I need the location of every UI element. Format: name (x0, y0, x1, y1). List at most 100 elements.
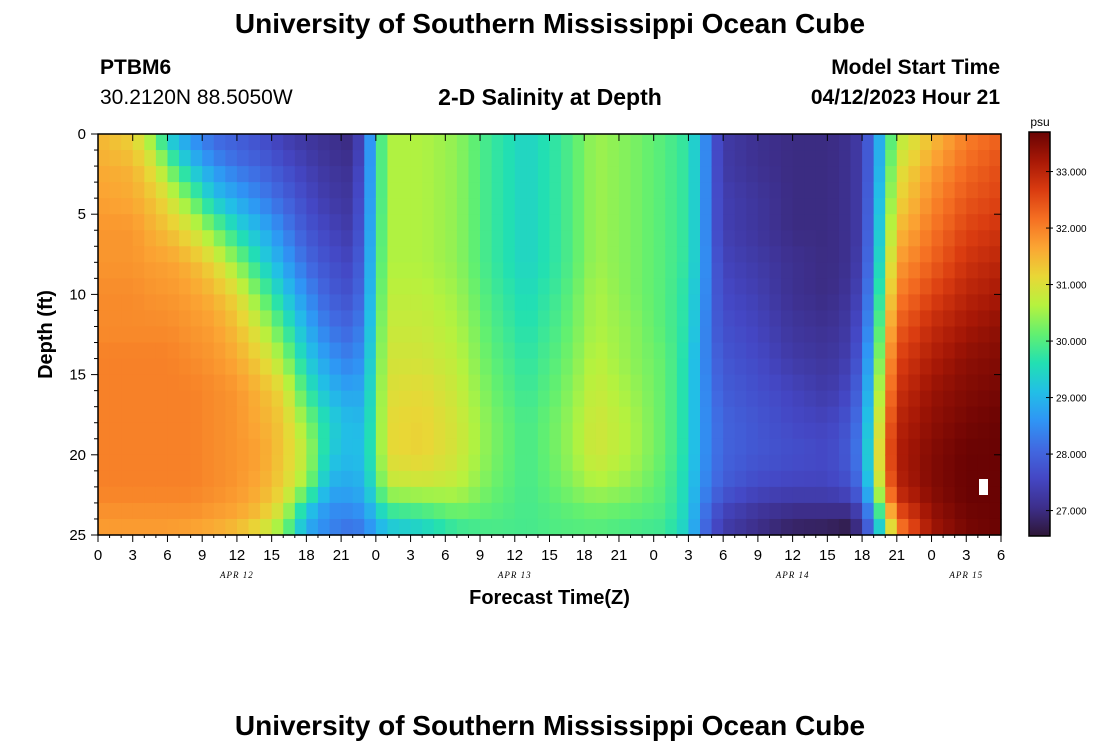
heatmap-cell (757, 422, 771, 440)
heatmap-cell (121, 326, 134, 344)
heatmap-cell (109, 470, 122, 488)
heatmap-cell (109, 198, 122, 215)
heatmap-cell (364, 262, 377, 279)
heatmap-cell (827, 326, 840, 344)
heatmap-cell (132, 182, 145, 199)
heatmap-cell (873, 150, 886, 167)
heatmap-cell (526, 438, 539, 456)
heatmap-cell (688, 166, 701, 183)
heatmap-cell (121, 390, 134, 408)
heatmap-cell (804, 502, 817, 520)
heatmap-cell (584, 374, 597, 392)
heatmap-cell (329, 150, 342, 167)
heatmap-cell (445, 198, 458, 215)
heatmap-cell (966, 150, 979, 167)
heatmap-cell (167, 454, 180, 472)
heatmap-cell (607, 166, 620, 183)
heatmap-cell (248, 150, 261, 167)
heatmap-cell (966, 134, 979, 151)
heatmap-cell (954, 166, 967, 183)
heatmap-cell (213, 342, 226, 360)
heatmap-cell (676, 246, 690, 263)
heatmap-cell (399, 150, 412, 167)
heatmap-cell (317, 470, 331, 488)
heatmap-cell (364, 134, 377, 151)
heatmap-cell (723, 150, 736, 167)
x-tick-label: 15 (263, 547, 280, 564)
heatmap-cell (294, 150, 307, 167)
heatmap-cell (688, 326, 701, 344)
heatmap-cell (399, 454, 412, 472)
heatmap-cell (306, 486, 319, 504)
heatmap-cell (341, 390, 354, 408)
heatmap-cell (387, 326, 400, 344)
heatmap-cell (352, 166, 365, 183)
heatmap-cell (931, 262, 944, 279)
heatmap-cell (873, 390, 886, 408)
heatmap-cell (607, 342, 620, 360)
heatmap-cell (317, 262, 331, 279)
heatmap-cell (329, 166, 342, 183)
heatmap-cell (213, 182, 226, 199)
heatmap-cell (804, 150, 817, 167)
heatmap-cell (317, 390, 331, 408)
y-tick-label: 10 (69, 286, 86, 303)
heatmap-cell (190, 278, 203, 295)
y-tick-label: 0 (78, 126, 86, 143)
heatmap-cell (584, 310, 597, 328)
heatmap-cell (804, 486, 817, 504)
colorbar-tick-label: 27.000 (1056, 507, 1087, 518)
heatmap-cell (769, 438, 782, 456)
heatmap-cell (769, 454, 782, 472)
heatmap-cell (306, 294, 319, 312)
heatmap-cell (757, 518, 771, 536)
heatmap-cell (572, 502, 585, 520)
heatmap-cell (804, 230, 817, 247)
heatmap-cell (167, 326, 180, 344)
heatmap-cell (260, 182, 273, 199)
heatmap-cell (225, 278, 238, 295)
heatmap-cell (480, 214, 493, 231)
heatmap-cell (491, 214, 504, 231)
heatmap-cell (491, 518, 504, 536)
heatmap-cell (294, 214, 307, 231)
heatmap-cell (919, 246, 933, 263)
heatmap-cell (144, 502, 157, 520)
heatmap-cell (653, 390, 666, 408)
heatmap-cell (977, 166, 991, 183)
heatmap-cell (514, 486, 527, 504)
heatmap-cell (561, 150, 574, 167)
heatmap-cell (375, 486, 389, 504)
heatmap-cell (607, 390, 620, 408)
heatmap-cell (98, 150, 111, 167)
heatmap-cell (271, 134, 284, 151)
heatmap-cell (549, 486, 562, 504)
heatmap-cell (341, 166, 354, 183)
heatmap-cell (514, 166, 527, 183)
heatmap-cell (271, 326, 284, 344)
heatmap-cell (676, 182, 690, 199)
heatmap-cell (746, 246, 759, 263)
heatmap-cell (364, 422, 377, 440)
heatmap-cell (155, 342, 169, 360)
heatmap-cell (503, 134, 516, 151)
heatmap-cell (908, 294, 921, 312)
heatmap-cell (329, 342, 342, 360)
heatmap-cell (908, 134, 921, 151)
heatmap-cell (190, 454, 203, 472)
heatmap-cell (422, 230, 435, 247)
heatmap-cell (989, 518, 1002, 536)
heatmap-cell (838, 198, 852, 215)
heatmap-cell (248, 310, 261, 328)
heatmap-cell (433, 134, 446, 151)
heatmap-cell (769, 342, 782, 360)
heatmap-cell (977, 374, 991, 392)
heatmap-cell (456, 310, 470, 328)
heatmap-cell (919, 486, 933, 504)
heatmap-cell (144, 246, 157, 263)
heatmap-cell (642, 438, 655, 456)
heatmap-cell (954, 438, 967, 456)
heatmap-cell (109, 422, 122, 440)
heatmap-cell (364, 182, 377, 199)
heatmap-cell (931, 486, 944, 504)
